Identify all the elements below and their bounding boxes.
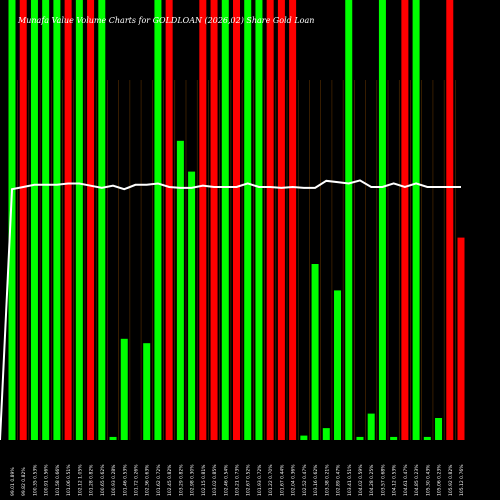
x-tick-label: 104.28 0.25% [369,464,375,496]
bar [120,338,128,440]
bar [109,436,117,440]
x-tick-label: 103.21 0.73% [235,464,241,496]
bar [289,0,297,440]
x-tick-label: 101.22 0.70% [268,464,274,496]
x-tick-label: 102.89 0.47% [336,464,342,496]
bar [277,0,285,440]
bar [390,436,398,440]
bar [435,418,443,440]
x-tick-label: 101.93 0.72% [257,464,263,496]
x-tick-label: 103.02 0.85% [212,464,218,496]
bar [356,436,364,440]
x-tick-label: 102.04 0.36% [291,464,297,496]
x-tick-label: 102.67 0.52% [246,464,252,496]
x-tick-label: 101.62 0.72% [156,464,162,496]
bar [255,0,263,440]
bar [446,0,454,440]
x-tick-label: 103.29 0.82% [178,464,184,496]
x-tick-label: 104.61 0.47% [403,464,409,496]
bar [165,0,173,440]
bar [401,0,409,440]
bar [75,0,83,440]
x-tick-label: 102.12 1.05% [77,464,83,496]
x-tick-label: 101.06 0.51% [66,464,72,496]
bar [199,0,207,440]
x-tick-label: 99.82 0.82% [21,467,27,496]
x-tick-label: 102.98 0.30% [190,464,196,496]
chart-title: Munafa Value Volume Charts for GOLDLOAN … [17,16,314,25]
bar [378,0,386,440]
bar [233,0,240,440]
x-tick-label: 101.72 0.26% [133,464,139,496]
bar [423,436,431,440]
x-tick-label: 103.41 0.51% [347,464,353,496]
x-tick-label: 103.16 0.62% [313,464,319,496]
x-tick-label: 101.28 0.82% [89,464,95,496]
bar [412,0,420,440]
bar [19,0,27,440]
bar [334,290,342,440]
x-tick-label: 101.67 0.44% [279,464,285,496]
x-tick-label: 103.38 0.21% [324,464,330,496]
x-tick-label: 105.92 0.82% [448,464,454,496]
x-tick-label: 101.46 0.53% [122,464,128,496]
x-tick-label: 99.01 0.89% [10,467,16,496]
x-tick-label: 102.52 0.47% [302,464,308,496]
bar [210,0,218,440]
bar [221,0,229,440]
line [0,179,461,441]
bar [53,0,61,440]
bar [176,140,184,441]
bar [42,0,50,440]
x-tick-label: 100.91 0.56% [44,464,50,496]
x-tick-label: 100.35 0.53% [32,464,38,496]
bar [87,0,95,440]
x-tick-label: 103.57 0.68% [380,464,386,496]
bar [244,0,252,440]
bar [367,413,375,440]
bar [98,0,106,440]
x-tick-label: 102.36 0.63% [145,464,151,496]
x-tick-label: 100.93 0.28% [111,464,117,496]
x-tick-label: 105.06 0.23% [437,464,443,496]
bar [300,435,308,440]
bar [143,343,151,440]
x-tick-label: 105.30 0.43% [425,464,431,496]
x-tick-label: 102.45 0.82% [167,464,173,496]
bar [311,264,319,440]
x-tick-label: 100.65 0.62% [100,464,106,496]
x-tick-label: 102.15 0.81% [201,464,207,496]
bar [457,237,465,440]
bar [266,0,274,440]
bar [154,0,162,440]
bar [30,0,38,440]
x-tick-label: 104.12 0.53% [392,464,398,496]
x-tick-label: 102.46 0.54% [223,464,229,496]
bar [188,171,196,440]
x-tick-label: 104.85 0.23% [414,464,420,496]
bar [322,428,330,440]
x-tick-label: 105.12 0.76% [459,464,465,496]
x-tick-label: 101.58 0.66% [55,464,61,496]
x-tick-label: 104.02 0.59% [358,464,364,496]
bar [345,0,353,440]
bar [64,0,72,440]
bar [8,0,16,440]
